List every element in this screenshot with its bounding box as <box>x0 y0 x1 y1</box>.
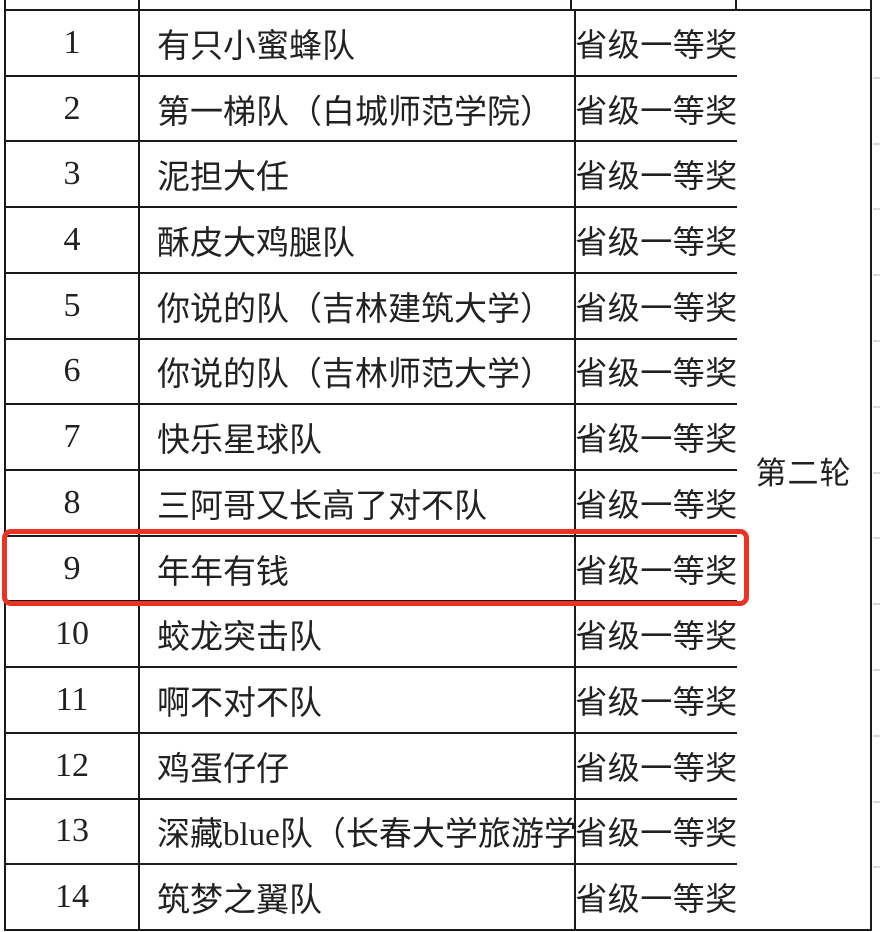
cropped-grid-line-remnant <box>873 801 880 803</box>
table-row: 2 第一梯队（白城师范学院） 省级一等奖 <box>6 76 737 143</box>
rank-cell: 4 <box>6 208 140 272</box>
cropped-grid-line-remnant <box>873 669 880 671</box>
team-name-cell: 快乐星球队 <box>140 405 576 470</box>
grid-line-stub <box>138 0 140 9</box>
award-cell: 省级一等奖 <box>576 815 737 852</box>
cropped-grid-line-remnant <box>873 208 880 210</box>
table-row: 14 筑梦之翼队 省级一等奖 <box>6 865 737 930</box>
rank-cell: 11 <box>6 668 140 732</box>
table-row: 11 啊不对不队 省级一等奖 <box>6 668 737 734</box>
round-column-merged-cell: 第二轮 <box>737 9 872 931</box>
cropped-grid-line-remnant <box>873 472 880 474</box>
award-cell: 省级一等奖 <box>576 684 737 721</box>
table-row: 7 快乐星球队 省级一等奖 <box>6 405 737 472</box>
rank-cell: 13 <box>6 799 140 864</box>
award-cell: 省级一等奖 <box>576 355 737 392</box>
cropped-grid-line-remnant <box>873 603 880 605</box>
team-name-cell: 你说的队（吉林建筑大学） <box>140 273 576 338</box>
cropped-grid-line-remnant <box>873 537 880 539</box>
cropped-grid-line-remnant <box>873 866 880 868</box>
award-cell: 省级一等奖 <box>576 881 737 918</box>
award-cell: 省级一等奖 <box>576 749 737 786</box>
rank-cell: 8 <box>6 471 140 535</box>
cropped-grid-line-remnant <box>873 274 880 276</box>
cropped-grid-line-remnant <box>873 340 880 342</box>
team-name-cell: 酥皮大鸡腿队 <box>140 208 576 272</box>
cropped-grid-line-remnant <box>873 735 880 737</box>
award-cell: 省级一等奖 <box>576 26 737 63</box>
rank-cell: 7 <box>6 405 140 470</box>
team-name-cell: 三阿哥又长高了对不队 <box>140 471 576 535</box>
award-cell: 省级一等奖 <box>576 224 737 261</box>
table-row: 5 你说的队（吉林建筑大学） 省级一等奖 <box>6 273 737 340</box>
table-row: 10 蛟龙突击队 省级一等奖 <box>6 602 737 669</box>
rank-cell: 2 <box>6 76 140 141</box>
rank-cell: 1 <box>6 11 140 75</box>
grid-line-stub <box>4 0 6 9</box>
team-name-cell: 蛟龙突击队 <box>140 602 576 667</box>
round-label: 第二轮 <box>755 455 852 491</box>
team-name-cell: 鸡蛋仔仔 <box>140 733 576 798</box>
team-name-cell: 深藏blue队（长春大学旅游学院） <box>140 799 576 864</box>
award-cell: 省级一等奖 <box>576 552 737 589</box>
table-row: 9 年年有钱 省级一等奖 <box>6 536 737 603</box>
award-cell: 省级一等奖 <box>576 289 737 326</box>
rank-cell: 9 <box>6 536 140 601</box>
award-cell: 省级一等奖 <box>576 486 737 523</box>
rank-cell: 12 <box>6 733 140 798</box>
award-cell: 省级一等奖 <box>576 618 737 655</box>
table-row: 4 酥皮大鸡腿队 省级一等奖 <box>6 208 737 274</box>
rank-cell: 3 <box>6 142 140 207</box>
results-table: 1 有只小蜜蜂队 省级一等奖 2 第一梯队（白城师范学院） 省级一等奖 3 泥担大任 省级一等奖… <box>4 9 739 931</box>
table-row: 1 有只小蜜蜂队 省级一等奖 <box>6 11 737 77</box>
team-name-cell: 第一梯队（白城师范学院） <box>140 76 576 141</box>
team-name-cell: 你说的队（吉林师范大学） <box>140 339 576 404</box>
award-cell: 省级一等奖 <box>576 421 737 458</box>
table-row: 12 鸡蛋仔仔 省级一等奖 <box>6 733 737 800</box>
team-name-cell: 泥担大任 <box>140 142 576 207</box>
rank-cell: 6 <box>6 339 140 404</box>
cropped-grid-line-remnant <box>873 143 880 145</box>
table-row: 6 你说的队（吉林师范大学） 省级一等奖 <box>6 339 737 406</box>
table-row: 3 泥担大任 省级一等奖 <box>6 142 737 209</box>
rank-cell: 5 <box>6 273 140 338</box>
rank-cell: 10 <box>6 602 140 667</box>
award-cell: 省级一等奖 <box>576 158 737 195</box>
team-name-cell: 啊不对不队 <box>140 668 576 732</box>
grid-line-stub <box>570 0 572 9</box>
rank-cell: 14 <box>6 865 140 930</box>
team-name-cell: 筑梦之翼队 <box>140 865 576 930</box>
table-row: 8 三阿哥又长高了对不队 省级一等奖 <box>6 471 737 537</box>
team-name-cell: 有只小蜜蜂队 <box>140 11 576 75</box>
team-name-cell: 年年有钱 <box>140 536 576 601</box>
cropped-grid-line-remnant <box>873 77 880 79</box>
grid-line-stub <box>735 0 737 9</box>
cropped-grid-line-remnant <box>873 406 880 408</box>
award-cell: 省级一等奖 <box>576 92 737 129</box>
grid-line-stub <box>870 0 872 9</box>
